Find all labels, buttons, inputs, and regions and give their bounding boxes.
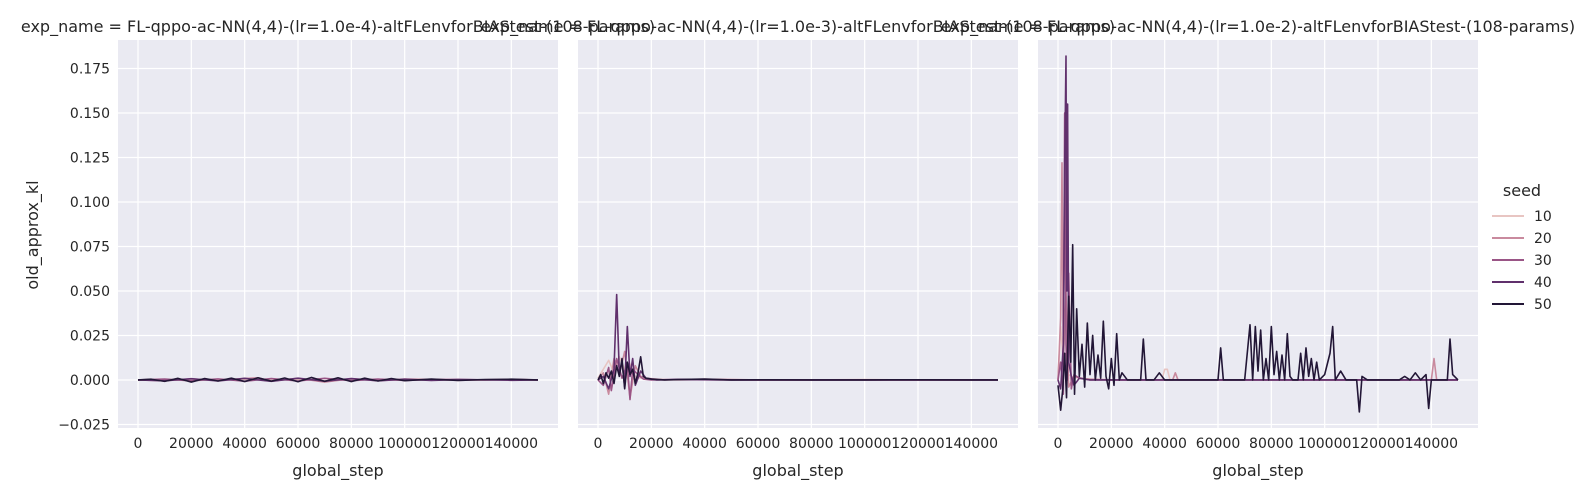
x-tick-label: 60000 <box>1196 436 1241 452</box>
x-tick-label: 80000 <box>789 436 834 452</box>
y-tick-label: 0.125 <box>70 150 110 166</box>
facet-panel-1: 0 20000 40000 60000 80000 100000 120000 140000 −… <box>21 17 655 481</box>
legend-label: 50 <box>1534 297 1552 313</box>
x-tick-label: 120000 <box>431 436 484 452</box>
x-tick-label: 140000 <box>1405 436 1458 452</box>
x-tick-label: 120000 <box>891 436 944 452</box>
series-group <box>137 376 539 383</box>
x-tick-label: 100000 <box>1298 436 1351 452</box>
x-tick-label: 80000 <box>1249 436 1294 452</box>
y-tick-label: 0.075 <box>70 239 110 255</box>
facet-panels: 0 20000 40000 60000 80000 100000 120000 140000−… <box>21 17 1574 481</box>
x-tick-label: 60000 <box>736 436 781 452</box>
legend-label: 40 <box>1534 275 1552 291</box>
y-tick-label: −0.025 <box>58 417 110 433</box>
y-tick-label: 0.100 <box>70 195 110 211</box>
x-tick-label: 140000 <box>945 436 998 452</box>
series-line-seed-50 <box>1057 243 1459 413</box>
x-tick-label: 40000 <box>222 436 267 452</box>
series-line-seed-50 <box>137 376 539 383</box>
legend-title: seed <box>1503 181 1541 200</box>
panel-title: exp_name = FL-qppo-ac-NN(4,4)-(lr=1.0e-2… <box>941 17 1574 37</box>
x-axis-label: global_step <box>752 461 843 481</box>
series-group <box>597 293 998 401</box>
x-tick-label: 20000 <box>629 436 674 452</box>
panel-title: exp_name = FL-qppo-ac-NN(4,4)-(lr=1.0e-3… <box>481 17 1115 37</box>
y-tick-label: 0.175 <box>70 61 110 77</box>
series-group <box>1057 55 1459 413</box>
x-tick-label: 40000 <box>1142 436 1187 452</box>
y-tick-label: 0.050 <box>70 284 110 300</box>
plot-background <box>578 40 1018 428</box>
legend: seed 10 20 30 40 50 <box>1492 181 1552 313</box>
x-tick-label: 100000 <box>378 436 431 452</box>
x-tick-label: 80000 <box>329 436 374 452</box>
y-tick-label: 0.150 <box>70 106 110 122</box>
x-tick-label: 0 <box>1054 436 1063 452</box>
panel-title: exp_name = FL-qppo-ac-NN(4,4)-(lr=1.0e-4… <box>21 17 655 37</box>
legend-label: 30 <box>1534 253 1552 269</box>
x-tick-label: 60000 <box>276 436 321 452</box>
x-axis-label: global_step <box>292 461 383 481</box>
legend-label: 20 <box>1534 231 1552 247</box>
y-axis-label: old_approx_kl <box>23 180 43 289</box>
x-tick-label: 20000 <box>169 436 214 452</box>
legend-label: 10 <box>1534 209 1552 225</box>
x-tick-label: 20000 <box>1089 436 1134 452</box>
x-tick-label: 0 <box>134 436 143 452</box>
x-tick-label: 40000 <box>682 436 727 452</box>
y-tick-label: 0.025 <box>70 328 110 344</box>
plot-background <box>118 40 558 428</box>
x-tick-label: 0 <box>594 436 603 452</box>
x-axis-label: global_step <box>1212 461 1303 481</box>
y-tick-label: 0.000 <box>70 373 110 389</box>
x-tick-label: 100000 <box>838 436 891 452</box>
facet-panel-2: 0 20000 40000 60000 80000 100000 120000 140000g… <box>481 17 1115 481</box>
x-tick-label: 140000 <box>485 436 538 452</box>
series-line-seed-50 <box>597 356 998 390</box>
facet-panel-3: 0 20000 40000 60000 80000 100000 120000 140000g… <box>941 17 1574 481</box>
x-tick-label: 120000 <box>1351 436 1404 452</box>
